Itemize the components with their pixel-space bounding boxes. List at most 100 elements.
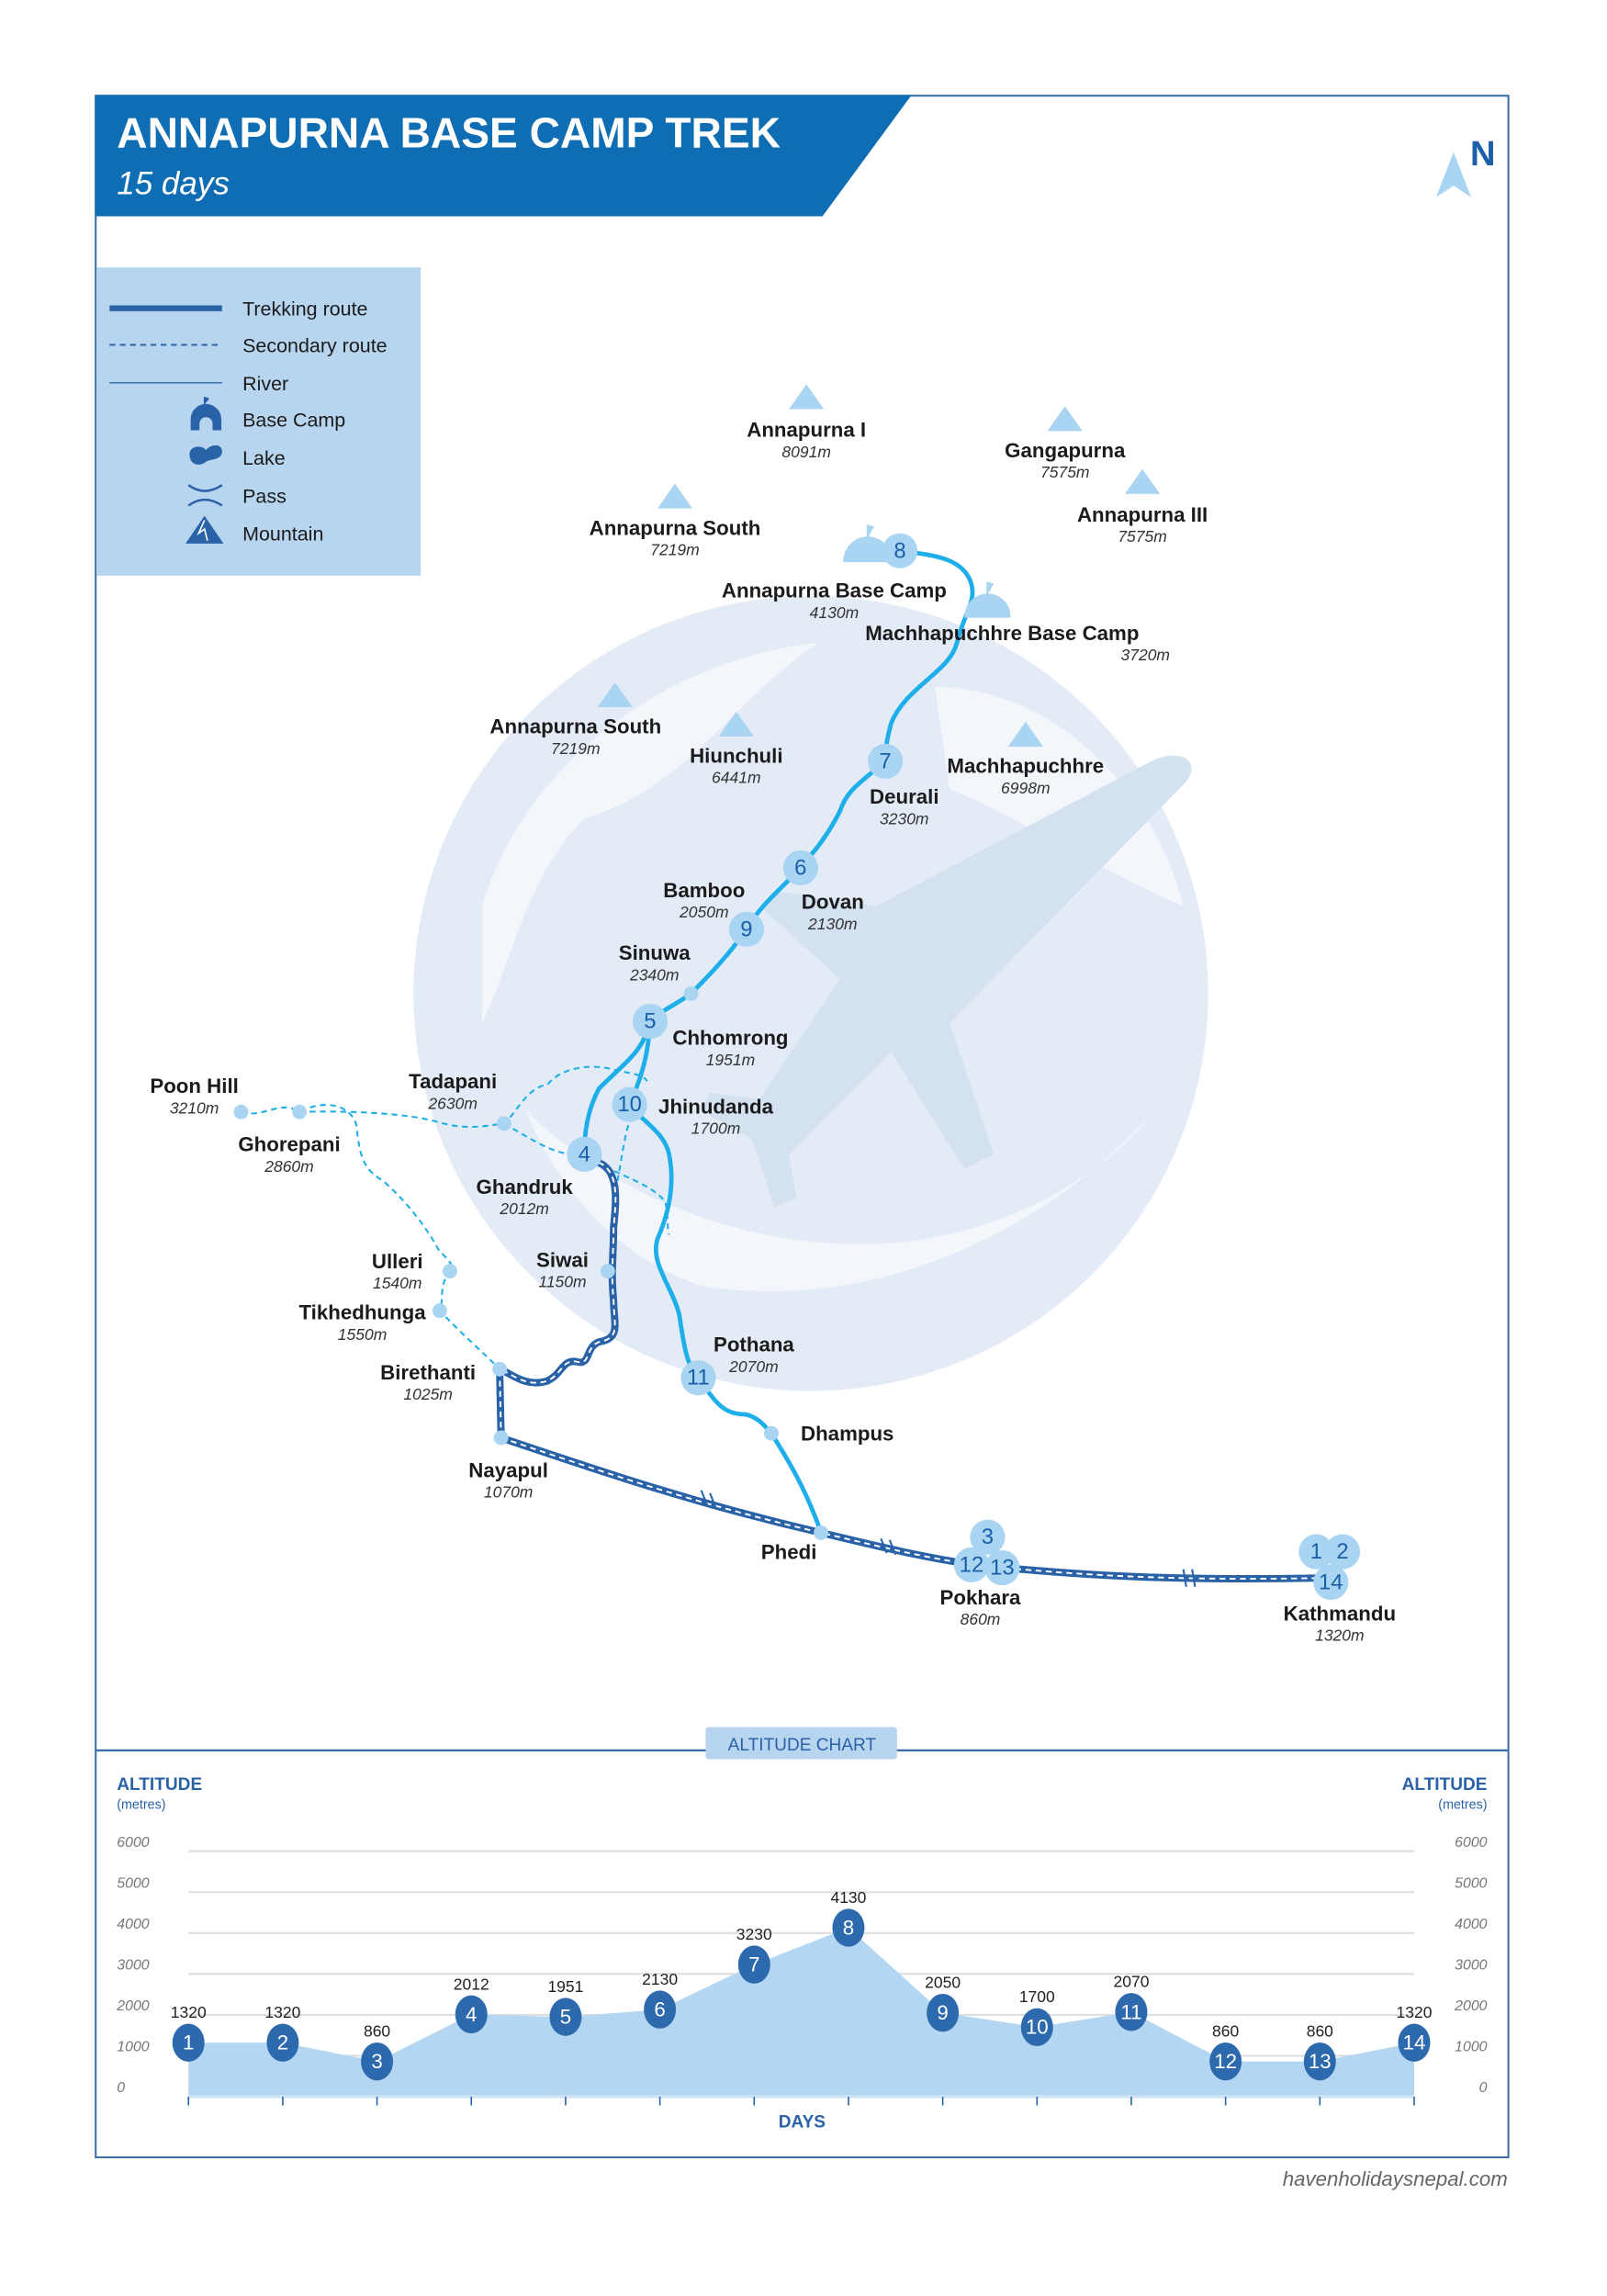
place-abc-name: Annapurna Base Camp bbox=[722, 580, 947, 602]
place-deurali-name: Deurali bbox=[870, 785, 938, 808]
day-marker-number: 4 bbox=[579, 1142, 590, 1166]
day-marker bbox=[1324, 1534, 1361, 1570]
altitude-value-label: 2070 bbox=[1114, 1973, 1150, 1991]
day-marker-number: 5 bbox=[644, 1009, 656, 1034]
place-deurali-altitude: 3230m bbox=[880, 809, 929, 827]
day-marker-number: 3 bbox=[982, 1525, 994, 1549]
day-point bbox=[1303, 2042, 1336, 2081]
mountain-altitude: 8091m bbox=[781, 443, 831, 461]
mountain-icon bbox=[1047, 406, 1083, 432]
place-ghandruk-altitude: 2012m bbox=[499, 1199, 549, 1218]
day-point-number: 3 bbox=[371, 2050, 382, 2073]
y-tick-label-left: 3000 bbox=[117, 1958, 150, 1974]
day-point-number: 2 bbox=[277, 2032, 288, 2054]
place-tikhedhunga-name: Tikhedhunga bbox=[298, 1301, 426, 1324]
place-mbc-name: Machhapuchhre Base Camp bbox=[865, 622, 1139, 645]
y-tick-label-right: 1000 bbox=[1455, 2040, 1488, 2055]
day-marker bbox=[612, 1086, 647, 1122]
place-sinuwa-name: Sinuwa bbox=[619, 941, 691, 964]
mountain-altitude: 6998m bbox=[1001, 779, 1051, 797]
day-point bbox=[1115, 1993, 1148, 2032]
day-marker bbox=[567, 1136, 602, 1172]
stop-dots bbox=[233, 985, 829, 1540]
day-point-number: 6 bbox=[654, 1998, 665, 2021]
place-tadapani-name: Tadapani bbox=[409, 1070, 497, 1093]
y-tick-label-right: 6000 bbox=[1455, 1835, 1488, 1851]
mountain-icon bbox=[718, 711, 754, 737]
place-dovan-altitude: 2130m bbox=[807, 915, 858, 933]
mountain-altitude: 7575m bbox=[1040, 463, 1090, 481]
place-chhomrong-name: Chhomrong bbox=[672, 1027, 788, 1050]
altitude-value-label: 2012 bbox=[454, 1975, 489, 1993]
day-point-number: 8 bbox=[843, 1917, 854, 1940]
chart-badge-label: ALTITUDE CHART bbox=[728, 1736, 877, 1755]
place-kathmandu-name: Kathmandu bbox=[1284, 1602, 1396, 1625]
day-marker-number: 9 bbox=[740, 917, 752, 941]
place-pokhara-altitude: 860m bbox=[961, 1610, 1001, 1628]
day-marker bbox=[728, 911, 765, 947]
place-chhomrong-altitude: 1951m bbox=[706, 1051, 756, 1069]
day-point bbox=[1209, 2042, 1242, 2081]
place-phedi-name: Phedi bbox=[761, 1541, 817, 1564]
altitude-value-label: 3230 bbox=[736, 1925, 772, 1943]
day-point bbox=[1020, 2008, 1053, 2046]
day-marker-number: 12 bbox=[960, 1552, 984, 1577]
y-tick-label-left: 5000 bbox=[117, 1875, 150, 1891]
mountain-name: Hiunchuli bbox=[690, 744, 782, 767]
mountain-altitude: 7575m bbox=[1118, 527, 1167, 546]
day-point-number: 10 bbox=[1026, 2016, 1049, 2039]
day-point bbox=[455, 1995, 488, 2034]
pass-icon bbox=[187, 484, 223, 507]
y-tick-label-left: 2000 bbox=[116, 1998, 150, 2014]
place-ghandruk-name: Ghandruk bbox=[477, 1176, 574, 1199]
day-point-number: 9 bbox=[937, 2001, 948, 2024]
day-marker bbox=[984, 1549, 1020, 1586]
day-point bbox=[172, 2023, 205, 2062]
place-ulleri-altitude: 1540m bbox=[373, 1274, 422, 1292]
day-marker bbox=[1313, 1564, 1349, 1601]
place-abc-altitude: 4130m bbox=[810, 603, 860, 622]
mountain-icon bbox=[1007, 721, 1043, 747]
day-marker-number: 7 bbox=[879, 748, 891, 773]
day-marker bbox=[868, 743, 904, 779]
place-dovan-name: Dovan bbox=[802, 891, 864, 914]
place-pothana-altitude: 2070m bbox=[728, 1357, 779, 1376]
day-point-number: 12 bbox=[1214, 2050, 1237, 2073]
day-point-number: 7 bbox=[748, 1953, 759, 1976]
day-marker bbox=[680, 1360, 716, 1396]
base-camp-icon bbox=[964, 581, 1011, 618]
altitude-value-label: 860 bbox=[364, 2022, 390, 2041]
place-jhinudanda-name: Jhinudanda bbox=[658, 1095, 774, 1118]
mountain-altitude: 7219m bbox=[551, 739, 601, 758]
y-tick-label-left: 1000 bbox=[117, 2040, 150, 2055]
y-axis-unit-right: (metres) bbox=[1438, 1798, 1487, 1813]
place-kathmandu-altitude: 1320m bbox=[1315, 1626, 1365, 1645]
day-marker bbox=[632, 1003, 669, 1040]
place-poonhill-altitude: 3210m bbox=[170, 1098, 219, 1117]
y-tick-label-right: 2000 bbox=[1454, 1998, 1488, 2014]
altitude-value-label: 4130 bbox=[830, 1888, 866, 1907]
altitude-value-label: 1951 bbox=[547, 1977, 583, 1996]
y-axis-label-right: ALTITUDE bbox=[1402, 1775, 1488, 1795]
place-birethanti-altitude: 1025m bbox=[403, 1385, 453, 1403]
y-tick-label-right: 5000 bbox=[1455, 1875, 1488, 1891]
x-axis-label: DAYS bbox=[779, 2112, 826, 2132]
place-nayapul-altitude: 1070m bbox=[484, 1483, 534, 1502]
altitude-value-label: 1320 bbox=[264, 2003, 300, 2021]
north-arrow-icon: N bbox=[1435, 134, 1496, 197]
y-tick-label-right: 0 bbox=[1479, 2080, 1488, 2096]
chart-badge bbox=[705, 1727, 897, 1760]
legend-label: Lake bbox=[242, 447, 286, 469]
svg-text:N: N bbox=[1470, 134, 1496, 174]
day-point-number: 11 bbox=[1120, 2000, 1141, 2023]
y-tick-label-right: 4000 bbox=[1455, 1917, 1488, 1932]
footer-website: havenholidaysnepal.com bbox=[1283, 2167, 1508, 2190]
mountain-altitude: 7219m bbox=[650, 541, 700, 559]
mountain-icon bbox=[1125, 468, 1161, 494]
altitude-value-label: 1320 bbox=[171, 2003, 207, 2021]
place-pokhara-name: Pokhara bbox=[940, 1586, 1021, 1609]
legend: Trekking route Secondary route River Bas… bbox=[96, 267, 421, 576]
place-siwai-altitude: 1150m bbox=[538, 1273, 586, 1291]
place-sinuwa-altitude: 2340m bbox=[629, 966, 680, 985]
